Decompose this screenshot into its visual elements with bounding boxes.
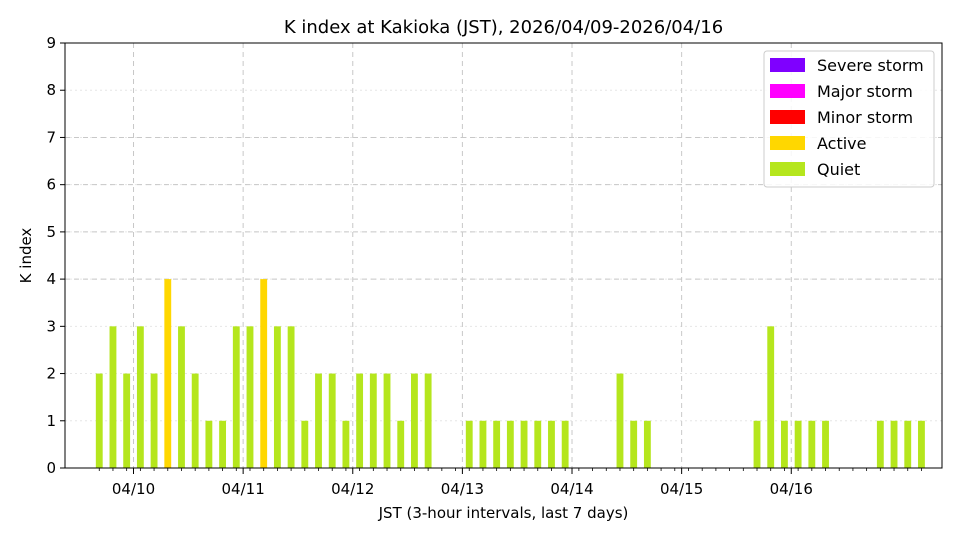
k-index-bar	[315, 373, 322, 468]
k-index-bar	[287, 326, 295, 468]
k-index-bar	[301, 420, 309, 468]
k-index-bar	[479, 420, 487, 468]
y-tick-label: 6	[46, 176, 56, 194]
k-index-bar	[232, 326, 240, 468]
k-index-bar	[178, 326, 185, 468]
y-axis-ticks: 0 1 2 3 4 5 6 7 8 9	[46, 34, 65, 477]
k-index-bar	[109, 326, 117, 468]
y-tick-label: 9	[46, 34, 56, 52]
major-gridlines	[65, 43, 942, 468]
y-tick-label: 4	[46, 270, 56, 288]
k-index-bar	[890, 420, 898, 468]
k-index-bar	[342, 420, 350, 468]
legend-label: Active	[817, 134, 867, 153]
y-tick-label: 5	[46, 223, 56, 241]
k-index-bar	[794, 420, 802, 468]
k-index-bar	[164, 279, 172, 468]
x-tick-label: 04/14	[550, 480, 593, 498]
k-index-bar	[191, 373, 199, 468]
y-tick-label: 0	[46, 459, 56, 477]
k-index-bar	[383, 373, 391, 468]
k-index-bar	[411, 373, 418, 468]
x-tick-label: 04/13	[441, 480, 484, 498]
legend-label: Minor storm	[817, 108, 913, 127]
y-tick-label: 1	[46, 412, 56, 430]
k-index-bar	[506, 420, 514, 468]
k-index-bar	[369, 373, 377, 468]
k-index-bar	[397, 420, 405, 468]
k-index-bar	[219, 420, 227, 468]
legend-label: Severe storm	[817, 56, 924, 75]
k-index-bar	[356, 373, 364, 468]
k-index-bar	[150, 373, 158, 468]
k-index-bar	[534, 420, 542, 468]
x-axis-ticks: 04/10 04/11 04/12 04/13 04/14 04/15 04/16	[98, 468, 922, 498]
k-index-bar	[328, 373, 336, 468]
k-index-bar	[561, 420, 569, 468]
k-index-bar	[876, 420, 884, 468]
k-index-bar	[822, 420, 829, 468]
k-index-bar	[260, 279, 268, 468]
legend-swatch	[770, 110, 805, 124]
k-index-bar	[424, 373, 432, 468]
k-index-bar	[205, 420, 213, 468]
legend-items: Severe storm Major storm Minor storm Active…	[770, 56, 924, 179]
legend-swatch	[770, 162, 805, 176]
k-index-bar	[630, 420, 638, 468]
k-index-bar	[753, 420, 761, 468]
k-index-bar	[808, 420, 816, 468]
legend-label: Major storm	[817, 82, 913, 101]
x-tick-label: 04/15	[660, 480, 703, 498]
y-tick-label: 8	[46, 81, 56, 99]
x-axis-label: JST (3-hour intervals, last 7 days)	[378, 504, 629, 522]
k-index-bar	[918, 420, 925, 468]
y-tick-label: 7	[46, 128, 56, 146]
y-tick-label: 2	[46, 365, 56, 383]
k-index-bar	[520, 420, 528, 468]
y-tick-label: 3	[46, 317, 56, 335]
k-index-bar	[246, 326, 254, 468]
k-index-bar	[616, 373, 624, 468]
legend-label: Quiet	[817, 160, 860, 179]
k-index-bar	[493, 420, 501, 468]
k-index-bar	[465, 420, 473, 468]
x-tick-label: 04/12	[331, 480, 374, 498]
k-index-bar	[767, 326, 775, 468]
legend-swatch	[770, 58, 805, 72]
legend-swatch	[770, 84, 805, 98]
legend-box	[763, 50, 935, 188]
k-index-bar	[904, 420, 912, 468]
y-axis-label: K index	[17, 228, 35, 284]
k-index-bar	[123, 373, 131, 468]
k-index-bar	[780, 420, 788, 468]
bars	[95, 279, 925, 468]
k-index-bar	[643, 420, 651, 468]
legend: Severe storm Major storm Minor storm Active…	[763, 50, 935, 188]
x-tick-label: 04/16	[770, 480, 813, 498]
legend-swatch	[770, 136, 805, 150]
x-tick-label: 04/10	[112, 480, 155, 498]
chart-title: K index at Kakioka (JST), 2026/04/09-202…	[284, 17, 723, 38]
k-index-bar	[95, 373, 103, 468]
x-tick-label: 04/11	[222, 480, 265, 498]
k-index-bar	[273, 326, 281, 468]
k-index-bar	[548, 420, 555, 468]
k-index-bar	[136, 326, 144, 468]
plot-frame	[64, 42, 943, 469]
